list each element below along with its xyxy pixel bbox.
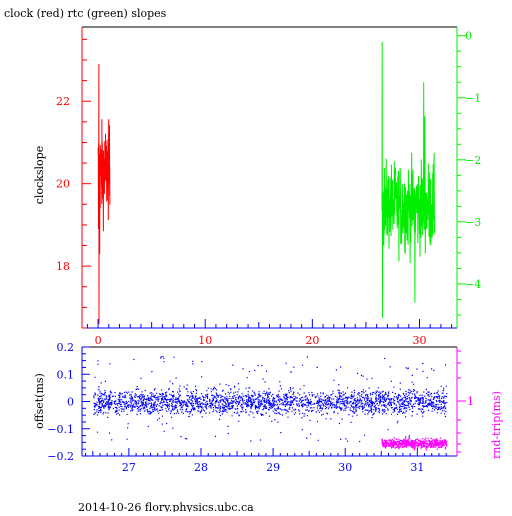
top-x-tick-label: 10 [198,334,212,347]
top-left-tick-label: 18 [56,260,70,273]
top-right-tick-label: 0 [465,30,472,43]
bottom-left-tick-label: 0.2 [57,341,75,354]
top-x-tick-label: 30 [413,334,427,347]
bottom-x-tick-label: 29 [266,461,280,474]
top-x-axis: 0 10 20 30 [86,319,453,347]
footer-text: 2014-10-26 flory.physics.ubc.ca [78,501,254,512]
top-right-axis: 0 −1 −2 −3 −4 [457,30,481,316]
rnd-trip-scatter-points [381,437,448,451]
bottom-x-tick-label: 28 [194,461,208,474]
bottom-right-tick-label: 1 [467,395,474,408]
bottom-y2label: rnd-trip(ms) [490,391,503,459]
top-ylabel: clockslope [33,146,46,204]
top-chart-title: clock (red) rtc (green) slopes [4,7,167,20]
bottom-right-axis: 1 [457,350,474,453]
top-right-tick-label: −2 [465,154,481,167]
top-left-tick-label: 20 [56,178,70,191]
top-right-tick-label: −1 [465,92,481,105]
bottom-x-tick-label: 30 [338,461,352,474]
clock-series-line [97,64,111,324]
bottom-x-tick-label: 27 [122,461,136,474]
top-series-group [97,41,435,324]
top-left-tick-label: 22 [56,95,70,108]
bottom-left-tick-label: 0 [67,396,74,409]
bottom-left-tick-label: −0.1 [47,423,74,436]
bottom-x-axis: 27 28 29 30 31 [85,448,447,474]
bottom-left-axis: −0.2 −0.1 0 0.1 0.2 [47,341,90,463]
top-x-tick-label: 0 [95,334,102,347]
bottom-series-group [93,355,448,451]
bottom-ylabel: offset(ms) [33,373,46,429]
top-x-tick-label: 20 [305,334,319,347]
top-right-tick-label: −4 [465,278,481,291]
bottom-left-tick-label: 0.1 [57,368,75,381]
top-right-tick-label: −3 [465,216,481,229]
rtc-series-line [381,41,435,319]
bottom-x-tick-label: 31 [410,461,424,474]
bottom-left-tick-label: −0.2 [47,450,74,463]
top-left-axis: 18 20 22 [56,38,91,329]
offset-scatter-points [93,355,448,443]
